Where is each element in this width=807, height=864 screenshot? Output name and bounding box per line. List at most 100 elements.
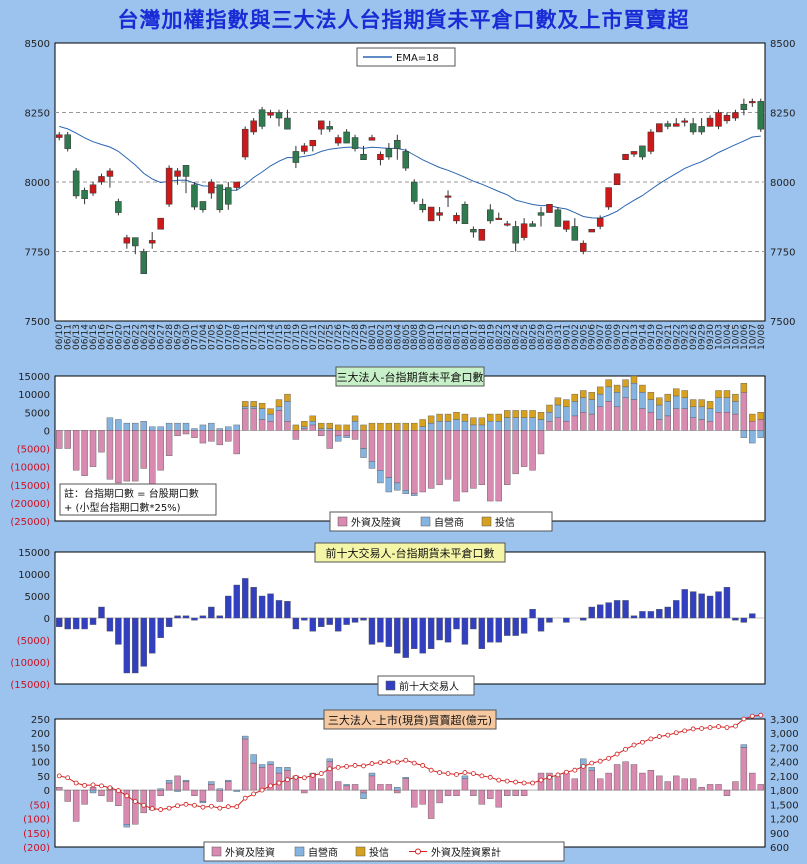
spot-bar	[165, 779, 173, 784]
date-tick-label: 07/22	[317, 324, 327, 350]
date-tick-label: 09/13	[630, 324, 640, 350]
oi3-bar	[563, 421, 570, 431]
oi3-bar	[292, 424, 300, 431]
top10-legend-swatch	[385, 680, 396, 691]
oi3-bar	[740, 430, 748, 438]
candle-body	[529, 223, 536, 227]
oi3-bar	[182, 422, 190, 431]
candle-body	[698, 126, 705, 133]
candle-body	[537, 212, 545, 216]
oi3-bar	[689, 399, 697, 408]
oi3-bar	[613, 384, 621, 393]
spot-bar	[250, 762, 257, 791]
date-tick-label: 09/21	[664, 324, 674, 350]
oi3-bar	[309, 424, 316, 431]
date-tick-label: 09/01	[562, 324, 572, 350]
candle	[292, 145, 300, 169]
cumulative-point	[631, 742, 637, 748]
top10-bar	[656, 609, 663, 619]
spot-bar	[199, 801, 207, 804]
oi3-bar	[512, 410, 519, 418]
spot-bar	[241, 735, 249, 740]
top10-bar	[267, 593, 274, 619]
oi3-bar	[664, 401, 671, 417]
cumulative-point	[623, 746, 628, 752]
oi3-bar	[368, 430, 376, 462]
candle	[191, 182, 198, 210]
oi3-bar	[732, 401, 739, 415]
spot-bar	[368, 772, 376, 777]
cumulative-point	[572, 767, 578, 773]
top10-bar	[250, 587, 257, 619]
spot-ytick-right: 1,200	[770, 815, 799, 826]
spot-bar	[98, 789, 105, 796]
cumulative-point	[259, 787, 265, 793]
top10-ytick: 5000	[25, 592, 50, 603]
top10-bar	[647, 611, 655, 619]
candle	[749, 98, 756, 107]
date-tick-label: 07/25	[326, 324, 336, 350]
candle	[81, 187, 88, 205]
top10-bar	[588, 606, 595, 619]
candle-body	[123, 237, 131, 244]
top10-bar	[681, 589, 688, 619]
date-tick-label: 10/07	[748, 324, 758, 350]
cumulative-point	[158, 807, 164, 812]
oi3-bar	[140, 421, 147, 431]
candle	[706, 115, 714, 127]
price-ytick-right: 8000	[770, 178, 795, 189]
cumulative-point	[614, 751, 620, 757]
spot-bar	[165, 782, 173, 791]
spot-bar	[225, 779, 232, 782]
cumulative-point	[640, 739, 645, 745]
date-tick-label: 07/19	[292, 324, 302, 350]
candle-body	[385, 148, 393, 158]
cumulative-point	[648, 736, 654, 742]
oi3-legend	[329, 511, 553, 532]
spot-bar	[630, 764, 638, 791]
oi3-bar	[115, 419, 122, 431]
candle	[284, 109, 291, 130]
top10-bar	[309, 617, 316, 632]
candle	[487, 204, 494, 224]
oi3-bar	[596, 406, 604, 431]
spot-bar	[64, 789, 71, 802]
oi3-bar	[132, 430, 139, 482]
candle	[656, 123, 663, 133]
date-tick-label: 07/14	[267, 324, 277, 350]
candle-body	[656, 123, 663, 133]
oi3-bar	[368, 422, 376, 431]
candle-body	[174, 170, 181, 177]
candle	[225, 182, 232, 210]
date-tick-label: 08/19	[486, 324, 496, 350]
oi3-bar	[157, 430, 164, 471]
oi3-ytick: 0	[44, 426, 50, 437]
candle	[580, 240, 587, 255]
spot-bar	[343, 784, 350, 787]
candle	[89, 182, 97, 196]
spot-bar	[267, 761, 274, 765]
oi3-bar	[250, 408, 257, 431]
candle	[123, 234, 131, 249]
candle	[132, 237, 139, 255]
cumulative-point	[141, 802, 147, 808]
candle-body	[487, 209, 494, 222]
cumulative-point	[344, 764, 350, 769]
candle	[436, 207, 443, 221]
date-tick-label: 09/14	[638, 324, 648, 350]
cumulative-point	[530, 780, 535, 786]
oi3-bar	[681, 390, 688, 398]
candle	[140, 248, 147, 274]
candle-body	[673, 123, 680, 127]
date-tick-label: 08/16	[461, 324, 471, 350]
candle	[554, 207, 562, 227]
spot-bar	[402, 777, 409, 779]
oi3-bar	[123, 430, 131, 482]
oi3-bar	[250, 406, 257, 409]
cumulative-point	[403, 757, 409, 763]
oi3-legend-label: 投信	[495, 516, 515, 529]
top10-bar	[301, 617, 308, 621]
candle-body	[419, 203, 426, 211]
candle-body	[571, 226, 579, 241]
top10-bar	[427, 617, 435, 649]
